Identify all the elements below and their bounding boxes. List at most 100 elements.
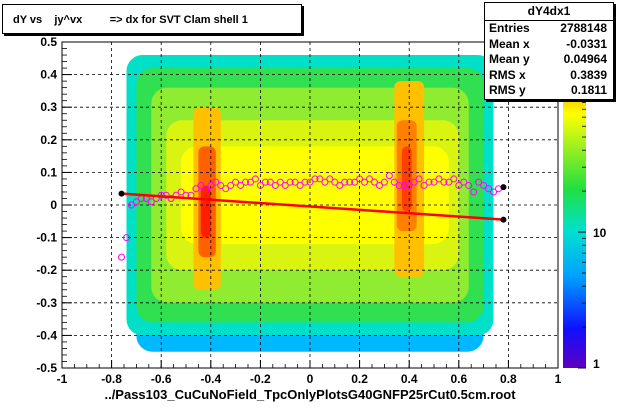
stats-label: Entries — [489, 21, 530, 35]
stats-name: dY4dx1 — [485, 3, 613, 21]
profile-point — [256, 181, 264, 189]
profile-point — [246, 178, 254, 186]
profile-point — [351, 178, 359, 186]
stats-row: RMS y 0.1811 — [485, 83, 613, 99]
profile-point — [242, 178, 250, 186]
x-tick-label: 0 — [307, 372, 314, 386]
x-tick-label: 0.8 — [500, 372, 517, 386]
y-tick-label: -0.2 — [36, 263, 57, 277]
y-tick-label: 0 — [50, 198, 57, 212]
y-axis-ticks: -0.5 -0.4 -0.3 -0.2 -0.1 0 0.1 0.2 0.3 0.4 0.5 — [36, 35, 72, 375]
profile-point — [440, 178, 448, 186]
profile-point — [286, 178, 294, 186]
fit-line-segment — [121, 192, 504, 221]
edge-point — [118, 190, 125, 197]
profile-point — [202, 185, 210, 193]
profile-point — [420, 181, 428, 189]
profile-point — [331, 178, 339, 186]
fit-line — [118, 184, 507, 223]
profile-point — [296, 181, 304, 189]
profile-point — [147, 198, 155, 206]
stats-label: RMS y — [489, 83, 526, 97]
profile-point — [385, 172, 393, 180]
profile-point — [490, 188, 498, 196]
x-tick-label: -1 — [57, 372, 68, 386]
profile-point — [375, 181, 383, 189]
profile-point — [410, 178, 418, 186]
profile-point — [291, 178, 299, 186]
profile-point — [470, 188, 478, 196]
profile-point — [251, 175, 259, 183]
profile-point — [445, 178, 453, 186]
y-tick-label: 0.2 — [40, 133, 57, 147]
profile-point — [400, 181, 408, 189]
profile-point — [370, 178, 378, 186]
z-tick-label: 1 — [593, 357, 600, 371]
profile-point — [316, 175, 324, 183]
profile-point — [197, 181, 205, 189]
x-tick-label: 0.6 — [450, 372, 467, 386]
x-tick-label: 0.4 — [401, 372, 418, 386]
edge-point — [500, 184, 507, 191]
profile-point — [425, 178, 433, 186]
profile-point — [475, 178, 483, 186]
stats-value: 0.1811 — [570, 83, 607, 97]
profile-point — [132, 198, 140, 206]
stats-value: 0.3839 — [570, 67, 607, 82]
profile-point — [271, 181, 279, 189]
x-tick-label: 0.2 — [351, 372, 368, 386]
profile-point — [167, 194, 175, 202]
profile-point — [460, 178, 468, 186]
heatmap-density — [126, 55, 494, 352]
stats-label: Mean y — [489, 52, 530, 66]
profile-point — [356, 175, 364, 183]
profile-point — [455, 181, 463, 189]
y-tick-label: 0.1 — [40, 165, 57, 179]
stats-label: RMS x — [489, 67, 526, 82]
profile-point — [266, 178, 274, 186]
x-tick-label: -0.4 — [200, 372, 221, 386]
profile-point — [405, 181, 413, 189]
x-tick-label: -0.6 — [151, 372, 172, 386]
stats-row: RMS x 0.3839 — [485, 68, 613, 84]
profile-point — [261, 178, 269, 186]
color-scale-bar — [563, 42, 586, 368]
density-band — [181, 146, 449, 245]
profile-point — [341, 178, 349, 186]
profile-point — [207, 181, 215, 189]
profile-point — [301, 178, 309, 186]
x-axis-label: ../Pass103_CuCuNoField_TpcOnlyPlotsG40GN… — [104, 387, 516, 402]
x-axis-ticks: -1 -0.8 -0.6 -0.4 -0.2 0 0.2 0.4 0.6 0.8 1 — [57, 360, 562, 386]
stats-value: 0.04964 — [563, 52, 607, 66]
profile-point — [306, 178, 314, 186]
profile-point — [415, 175, 423, 183]
profile-point — [212, 178, 220, 186]
profile-point — [450, 175, 458, 183]
y-tick-label: -0.4 — [36, 328, 57, 342]
x-tick-label: -0.2 — [250, 372, 271, 386]
profile-point — [192, 185, 200, 193]
x-tick-label: 1 — [555, 372, 562, 386]
profile-point — [321, 178, 329, 186]
y-tick-label: 0.5 — [40, 35, 57, 49]
stats-row: Mean x -0.0331 — [485, 37, 613, 53]
profile-point — [227, 181, 235, 189]
stats-label: Mean x — [489, 36, 530, 51]
profile-point — [118, 253, 126, 261]
profile-point — [430, 178, 438, 186]
profile-point — [366, 175, 374, 183]
profile-point — [281, 181, 289, 189]
profile-point — [435, 175, 443, 183]
profile-point — [237, 181, 245, 189]
profile-point — [122, 234, 130, 242]
profile-point — [465, 181, 473, 189]
profile-point — [395, 181, 403, 189]
profile-point — [480, 181, 488, 189]
profile-point — [222, 185, 230, 193]
y-tick-label: -0.5 — [36, 361, 57, 375]
y-tick-label: 0.3 — [40, 100, 57, 114]
profile-point — [177, 188, 185, 196]
stats-box: dY4dx1 Entries 2788148 Mean x -0.0331 Mean… — [484, 2, 614, 100]
density-hotspot — [200, 185, 211, 238]
